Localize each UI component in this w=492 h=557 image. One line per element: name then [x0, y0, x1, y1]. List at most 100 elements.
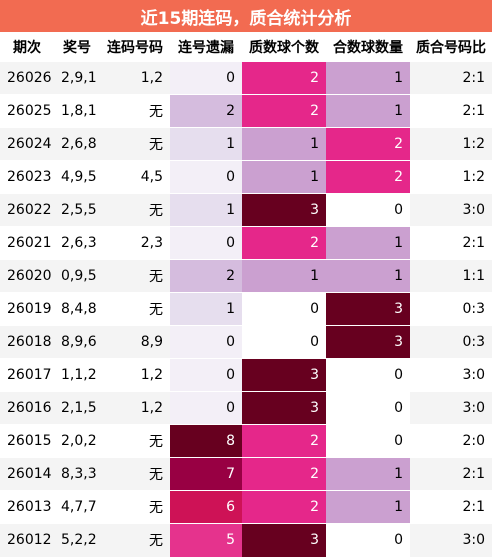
cell-prime: 2	[242, 424, 326, 458]
cell-issue: 26015	[0, 424, 54, 458]
cell-numbers: 1,1,2	[54, 358, 100, 392]
cell-issue: 26014	[0, 457, 54, 491]
cell-ratio: 1:2	[410, 160, 492, 194]
cell-issue: 26022	[0, 193, 54, 227]
cell-consecutive: 无	[100, 523, 170, 557]
cell-consecutive: 1,2	[100, 61, 170, 95]
cell-composite: 0	[326, 391, 410, 425]
cell-issue: 26025	[0, 94, 54, 128]
cell-prime: 0	[242, 325, 326, 359]
cell-miss: 2	[170, 94, 242, 128]
cell-issue: 26026	[0, 61, 54, 95]
cell-issue: 26019	[0, 292, 54, 326]
cell-composite: 0	[326, 193, 410, 227]
cell-consecutive: 2,3	[100, 226, 170, 260]
cell-issue: 26017	[0, 358, 54, 392]
cell-miss: 0	[170, 160, 242, 194]
cell-prime: 2	[242, 61, 326, 95]
cell-prime: 1	[242, 160, 326, 194]
cell-numbers: 4,9,5	[54, 160, 100, 194]
header-consecutive: 连码号码	[100, 32, 170, 62]
cell-issue: 26023	[0, 160, 54, 194]
title-bar: 近15期连码，质合统计分析	[0, 0, 492, 32]
cell-numbers: 5,2,2	[54, 523, 100, 557]
cell-prime: 3	[242, 358, 326, 392]
cell-numbers: 2,9,1	[54, 61, 100, 95]
cell-issue: 26024	[0, 127, 54, 161]
cell-miss: 6	[170, 490, 242, 524]
cell-prime: 2	[242, 226, 326, 260]
table-row: 26024 2,6,8 无 1 1 2 1:2	[0, 127, 492, 161]
cell-miss: 5	[170, 523, 242, 557]
cell-miss: 0	[170, 226, 242, 260]
cell-ratio: 3:0	[410, 391, 492, 425]
cell-consecutive: 1,2	[100, 391, 170, 425]
cell-prime: 2	[242, 490, 326, 524]
cell-consecutive: 4,5	[100, 160, 170, 194]
cell-ratio: 3:0	[410, 358, 492, 392]
cell-consecutive: 无	[100, 490, 170, 524]
table-row: 26016 2,1,5 1,2 0 3 0 3:0	[0, 391, 492, 425]
cell-numbers: 8,3,3	[54, 457, 100, 491]
stats-table: 期次 奖号 连码号码 连号遗漏 质数球个数 合数球数量 质合号码比 26026 2…	[0, 32, 492, 557]
cell-numbers: 2,1,5	[54, 391, 100, 425]
table-row: 26017 1,1,2 1,2 0 3 0 3:0	[0, 358, 492, 392]
cell-miss: 0	[170, 358, 242, 392]
table-row: 26021 2,6,3 2,3 0 2 1 2:1	[0, 226, 492, 260]
cell-prime: 3	[242, 523, 326, 557]
cell-composite: 1	[326, 457, 410, 491]
table-row: 26018 8,9,6 8,9 0 0 3 0:3	[0, 325, 492, 359]
cell-miss: 0	[170, 61, 242, 95]
cell-numbers: 8,9,6	[54, 325, 100, 359]
cell-composite: 1	[326, 94, 410, 128]
cell-consecutive: 无	[100, 127, 170, 161]
cell-ratio: 3:0	[410, 193, 492, 227]
header-prime: 质数球个数	[242, 32, 326, 62]
cell-numbers: 8,4,8	[54, 292, 100, 326]
cell-issue: 26018	[0, 325, 54, 359]
table-row: 26012 5,2,2 无 5 3 0 3:0	[0, 523, 492, 557]
cell-ratio: 0:3	[410, 292, 492, 326]
table-row: 26014 8,3,3 无 7 2 1 2:1	[0, 457, 492, 491]
header-numbers: 奖号	[54, 32, 100, 62]
cell-ratio: 2:1	[410, 490, 492, 524]
header-row: 期次 奖号 连码号码 连号遗漏 质数球个数 合数球数量 质合号码比	[0, 32, 492, 62]
cell-miss: 8	[170, 424, 242, 458]
header-ratio: 质合号码比	[410, 32, 492, 62]
cell-issue: 26016	[0, 391, 54, 425]
cell-numbers: 1,8,1	[54, 94, 100, 128]
cell-composite: 1	[326, 259, 410, 293]
cell-miss: 1	[170, 127, 242, 161]
cell-prime: 1	[242, 259, 326, 293]
table-row: 26019 8,4,8 无 1 0 3 0:3	[0, 292, 492, 326]
cell-consecutive: 无	[100, 424, 170, 458]
cell-composite: 1	[326, 490, 410, 524]
cell-miss: 0	[170, 325, 242, 359]
cell-composite: 0	[326, 358, 410, 392]
table-row: 26022 2,5,5 无 1 3 0 3:0	[0, 193, 492, 227]
cell-prime: 2	[242, 457, 326, 491]
page-title: 近15期连码，质合统计分析	[140, 8, 352, 29]
cell-consecutive: 无	[100, 457, 170, 491]
cell-miss: 1	[170, 292, 242, 326]
cell-composite: 0	[326, 523, 410, 557]
cell-composite: 3	[326, 292, 410, 326]
table-row: 26023 4,9,5 4,5 0 1 2 1:2	[0, 160, 492, 194]
cell-composite: 2	[326, 160, 410, 194]
cell-prime: 0	[242, 292, 326, 326]
cell-ratio: 0:3	[410, 325, 492, 359]
cell-prime: 2	[242, 94, 326, 128]
table-row: 26026 2,9,1 1,2 0 2 1 2:1	[0, 61, 492, 95]
cell-numbers: 4,7,7	[54, 490, 100, 524]
table-row: 26013 4,7,7 无 6 2 1 2:1	[0, 490, 492, 524]
cell-issue: 26013	[0, 490, 54, 524]
cell-ratio: 2:0	[410, 424, 492, 458]
cell-miss: 2	[170, 259, 242, 293]
cell-numbers: 2,0,2	[54, 424, 100, 458]
cell-consecutive: 无	[100, 193, 170, 227]
cell-prime: 1	[242, 127, 326, 161]
cell-consecutive: 8,9	[100, 325, 170, 359]
cell-ratio: 1:2	[410, 127, 492, 161]
cell-miss: 0	[170, 391, 242, 425]
cell-issue: 26012	[0, 523, 54, 557]
